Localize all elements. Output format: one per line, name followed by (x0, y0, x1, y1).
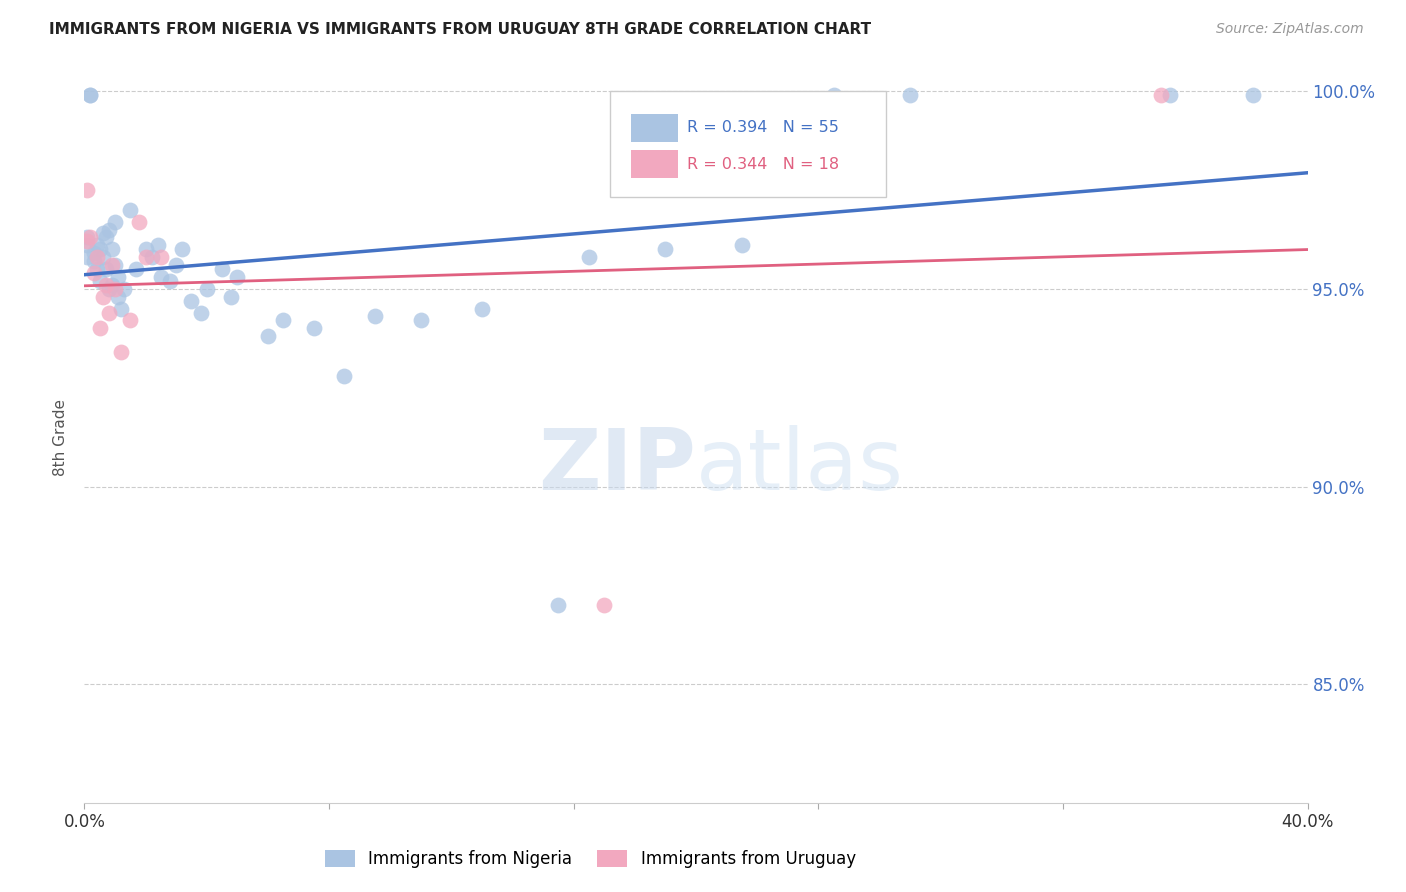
Point (91, 290, 114, 304)
Point (89, 242, 111, 256)
Text: ZIP: ZIP (538, 425, 696, 508)
Point (94, 262, 117, 277)
Point (110, 345, 132, 359)
Point (107, 290, 129, 304)
Point (159, 274, 181, 288)
Point (104, 258, 127, 272)
Point (76, 183, 98, 197)
Bar (631, 151, 678, 178)
Legend: Immigrants from Nigeria, Immigrants from Uruguay: Immigrants from Nigeria, Immigrants from… (318, 843, 863, 875)
Point (128, 214, 150, 228)
Point (76, 238, 98, 252)
Point (79, 230, 101, 244)
Point (86, 238, 108, 252)
FancyBboxPatch shape (610, 91, 886, 197)
Point (165, 258, 187, 272)
Point (79, 88, 101, 103)
Text: atlas: atlas (696, 425, 904, 508)
Point (76, 230, 98, 244)
Y-axis label: 8th Grade: 8th Grade (53, 399, 69, 475)
Point (1150, 88, 1173, 103)
Point (101, 277, 124, 292)
Point (211, 262, 233, 277)
Point (120, 202, 142, 217)
Point (97, 305, 120, 319)
Point (97, 282, 120, 296)
Point (1241, 88, 1264, 103)
Point (1159, 88, 1181, 103)
Point (101, 242, 124, 256)
Point (83, 254, 105, 268)
Point (190, 305, 212, 319)
Point (89, 321, 111, 335)
Point (731, 238, 754, 252)
Point (83, 266, 105, 280)
Point (823, 88, 845, 103)
Point (149, 269, 172, 284)
Text: R = 0.394   N = 55: R = 0.394 N = 55 (688, 120, 839, 136)
Point (110, 301, 132, 316)
Point (112, 282, 135, 296)
Point (172, 242, 194, 256)
Point (219, 290, 242, 304)
Point (302, 321, 325, 335)
Point (593, 598, 616, 612)
Point (135, 250, 157, 264)
Text: Source: ZipAtlas.com: Source: ZipAtlas.com (1216, 22, 1364, 37)
Point (86, 262, 108, 277)
Text: R = 0.344   N = 18: R = 0.344 N = 18 (688, 157, 839, 172)
Point (135, 242, 157, 256)
Point (547, 598, 569, 612)
Point (364, 310, 387, 324)
Point (654, 242, 676, 256)
Point (120, 313, 142, 327)
Point (125, 262, 148, 277)
Point (94, 230, 117, 244)
Text: IMMIGRANTS FROM NIGERIA VS IMMIGRANTS FROM URUGUAY 8TH GRADE CORRELATION CHART: IMMIGRANTS FROM NIGERIA VS IMMIGRANTS FR… (49, 22, 872, 37)
Point (104, 282, 127, 296)
Point (898, 88, 921, 103)
Point (146, 238, 169, 252)
Point (76, 250, 98, 264)
Point (409, 313, 432, 327)
Point (257, 329, 280, 343)
Bar (631, 114, 678, 142)
Point (195, 282, 218, 296)
Point (83, 246, 105, 260)
Point (86, 250, 108, 264)
Point (89, 274, 111, 288)
Point (271, 313, 294, 327)
Point (333, 368, 356, 383)
Point (101, 258, 124, 272)
Point (107, 269, 129, 284)
Point (578, 250, 600, 264)
Point (94, 277, 117, 292)
Point (104, 214, 127, 228)
Point (97, 222, 120, 236)
Point (79, 88, 101, 103)
Point (141, 250, 163, 264)
Point (149, 250, 172, 264)
Point (471, 301, 494, 316)
Point (180, 293, 202, 308)
Point (76, 235, 98, 249)
Point (226, 269, 249, 284)
Point (91, 250, 114, 264)
Point (91, 227, 114, 241)
